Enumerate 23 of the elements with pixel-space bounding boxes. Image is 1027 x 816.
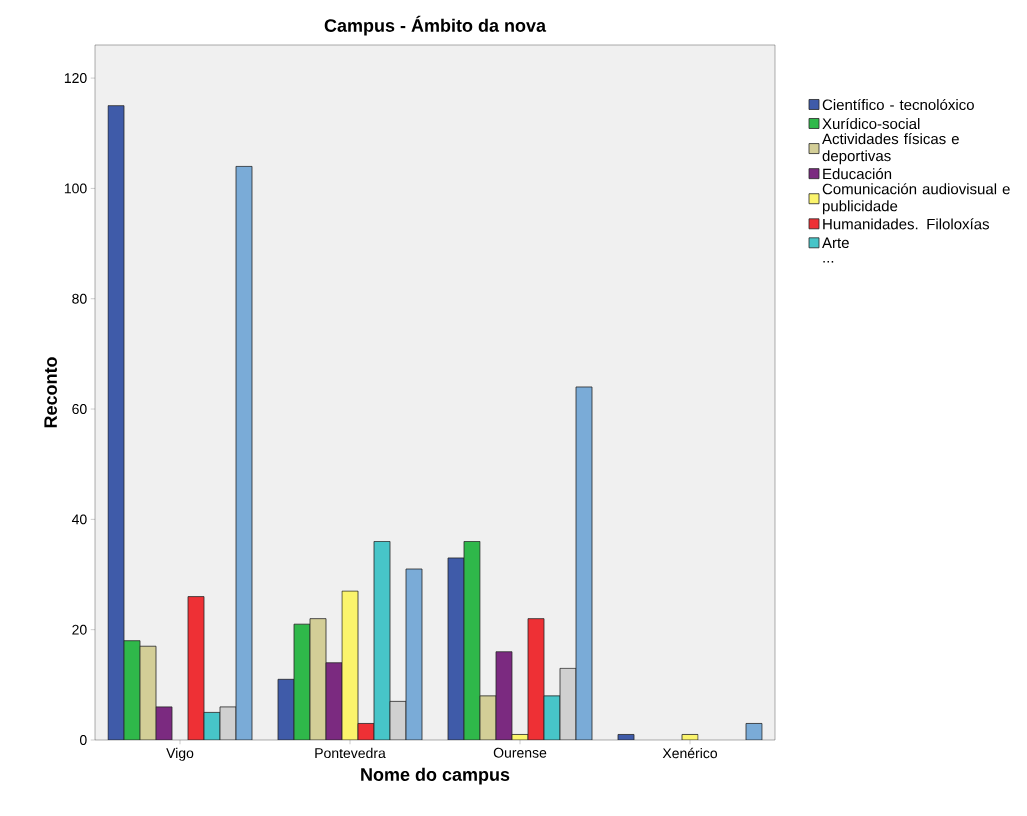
y-tick-label: 120: [64, 73, 87, 84]
x-tick-label: Xenérico: [662, 747, 718, 759]
legend-label: Científico - tecnolóxico: [822, 98, 974, 111]
legend-label: Xurídico-social: [822, 117, 920, 130]
y-tick-label: 60: [72, 404, 87, 414]
legend-label: Arte: [822, 237, 849, 249]
legend-label: Educación: [823, 168, 892, 180]
x-tick-label: Pontevedra: [315, 747, 386, 759]
legend-label: Comunicación audiovisual e publicidade: [822, 183, 1010, 215]
y-axis-title: Reconto: [44, 357, 57, 428]
text: ...: [823, 261, 834, 263]
x-tick-label: Vigo: [166, 747, 194, 761]
legend-label: Actividades físicas e deportivas: [822, 132, 959, 165]
y-tick-label: 20: [72, 624, 87, 635]
y-tick-label: 100: [64, 183, 87, 194]
chart-title: Campus - Ámbito da nova: [324, 15, 547, 36]
y-tick-label: 80: [72, 293, 87, 304]
y-tick-label: 40: [71, 514, 87, 525]
bar: [681, 734, 699, 740]
legend-label: Humanidades. Filoloxías: [823, 218, 990, 230]
x-axis-title: Nome do campus: [361, 767, 510, 785]
y-tick-label: 0: [79, 735, 87, 745]
x-tick-label: Ourense: [493, 747, 547, 758]
